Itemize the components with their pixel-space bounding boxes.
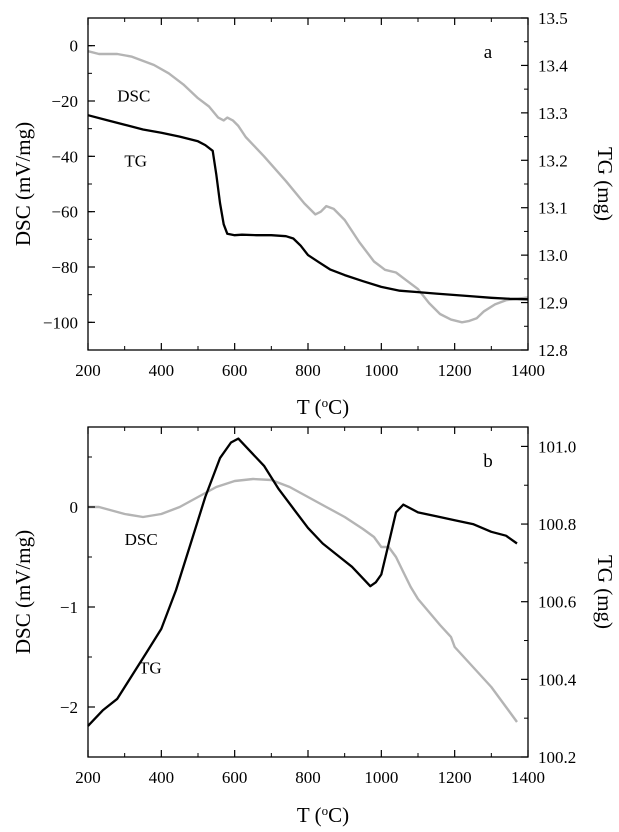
panel-label: b [483, 451, 493, 472]
series-label-tg: TG [139, 659, 162, 678]
series-label-dsc: DSC [117, 86, 150, 105]
plot-frame [87, 17, 529, 351]
y-right-axis-title: TG (mg) [593, 147, 617, 221]
x-tick-label: 1000 [364, 768, 398, 787]
y-left-tick-label: −20 [51, 92, 78, 111]
y-left-axis-title: DSC (mV/mg) [11, 122, 35, 246]
y-left-tick-label: −80 [51, 258, 78, 277]
x-axis-title-degree: o [322, 803, 329, 818]
x-axis-title: T (oC) [297, 803, 349, 828]
y-left-tick-label: −1 [60, 598, 78, 617]
x-tick-label: 600 [222, 768, 248, 787]
x-axis-title-base: T ( [297, 803, 322, 827]
x-axis-title-degree: o [322, 395, 329, 410]
x-tick-label: 1200 [438, 361, 472, 380]
y-left-tick-label: −100 [43, 313, 78, 332]
x-tick-label: 200 [75, 361, 101, 380]
series-line-tg [87, 114, 529, 301]
x-axis-title-unit: C) [328, 803, 349, 827]
x-tick-label: 800 [295, 361, 321, 380]
panel-a: DSC TG 200 400 600 800 1000 1200 1400 0 −20 −40 −60 −… [11, 9, 617, 419]
plot-frame [87, 426, 529, 758]
y-right-tick-label: 100.2 [538, 748, 576, 767]
y-right-tick-label: 13.3 [538, 104, 568, 123]
x-tick-label: 1400 [511, 768, 545, 787]
y-right-axis-title: TG (mg) [593, 555, 617, 629]
x-tick-label: 400 [149, 361, 175, 380]
y-right-tick-label: 100.4 [538, 670, 577, 689]
y-left-tick-label: 0 [70, 498, 79, 517]
y-left-tick-label: 0 [70, 37, 79, 56]
x-tick-label: 400 [149, 768, 175, 787]
series-line-dsc [88, 477, 518, 723]
x-tick-label: 800 [295, 768, 321, 787]
series-line-tg [87, 437, 518, 727]
series-line-dsc [87, 50, 529, 324]
y-left-axis-title: DSC (mV/mg) [11, 530, 35, 654]
x-tick-label: 1000 [364, 361, 398, 380]
x-tick-label: 1400 [511, 361, 545, 380]
panel-label: a [484, 42, 493, 63]
x-tick-label: 1200 [438, 768, 472, 787]
x-tick-label: 600 [222, 361, 248, 380]
y-right-tick-label: 13.2 [538, 151, 568, 170]
x-axis-title-unit: C) [328, 395, 349, 419]
y-left-tick-label: −60 [51, 203, 78, 222]
y-right-tick-label: 13.4 [538, 56, 568, 75]
y-right-tick-label: 101.0 [538, 437, 576, 456]
y-right-tick-label: 13.0 [538, 246, 568, 265]
panel-b: DSC TG 200 400 600 800 1000 1200 1400 0 −1 −2 100.2 1… [11, 426, 617, 828]
y-right-tick-label: 12.9 [538, 294, 568, 313]
y-right-tick-label: 13.5 [538, 9, 568, 28]
y-left-tick-label: −2 [60, 698, 78, 717]
y-right-tick-label: 12.8 [538, 341, 568, 360]
y-right-tick-label: 100.6 [538, 593, 576, 612]
y-left-tick-label: −40 [51, 147, 78, 166]
series-label-dsc: DSC [125, 530, 158, 549]
x-axis-title-base: T ( [297, 395, 322, 419]
y-right-tick-label: 100.8 [538, 515, 576, 534]
x-axis-title: T (oC) [297, 395, 349, 420]
series-label-tg: TG [124, 151, 147, 170]
x-tick-label: 200 [75, 768, 101, 787]
y-right-tick-label: 13.1 [538, 199, 568, 218]
